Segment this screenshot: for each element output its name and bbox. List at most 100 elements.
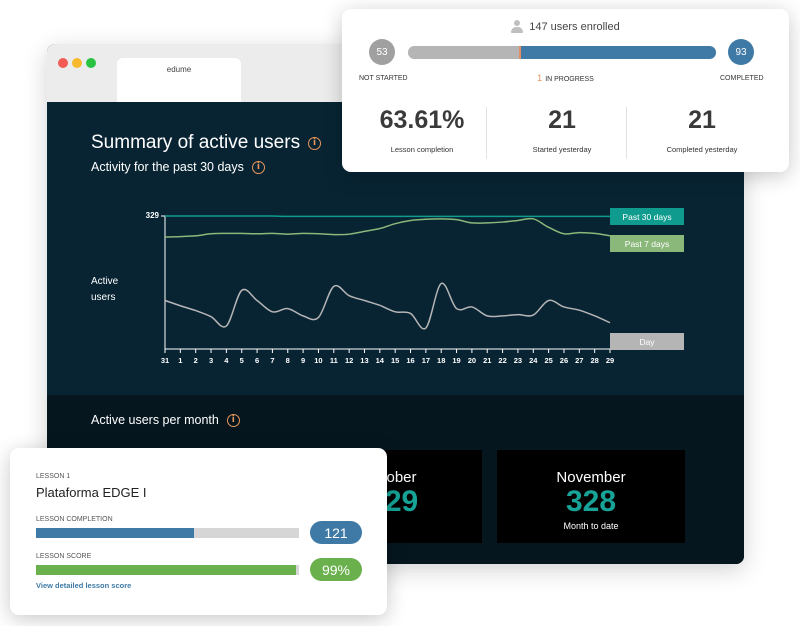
- month-card-november: November 328 Month to date: [497, 450, 685, 543]
- stat-divider: [626, 107, 627, 159]
- in-progress-segment: [519, 46, 522, 59]
- lesson-title: Plataforma EDGE I: [36, 485, 147, 500]
- activity-header: Activity for the past 30 days i: [91, 160, 265, 174]
- stat-label: Lesson completion: [390, 145, 454, 154]
- in-progress-label: IN PROGRESS: [545, 76, 594, 83]
- stat-lesson-completion: 63.61% Lesson completion: [352, 106, 492, 154]
- lesson-card: LESSON 1 Plataforma EDGE I LESSON COMPLE…: [10, 448, 387, 615]
- month-name: November: [556, 469, 626, 486]
- legend-day-box: [610, 333, 684, 350]
- info-icon[interactable]: i: [308, 136, 322, 150]
- maximize-window-button[interactable]: [86, 58, 96, 68]
- legend-past-30-days-box: [610, 208, 684, 225]
- series-line-day: [164, 282, 611, 330]
- enrolled-count: 147 users enrolled: [529, 20, 620, 33]
- completed-count: 93: [728, 39, 754, 65]
- x-tick-label: 13: [360, 356, 368, 365]
- legend-past-7-days-box: [610, 235, 684, 252]
- per-month-header: Active users per month i: [91, 413, 240, 427]
- lesson-score-fill: [36, 565, 297, 575]
- x-tick-label: 3: [209, 356, 213, 365]
- enrollment-card: 147 users enrolled 53 93 NOT STARTED 1 IN…: [342, 9, 789, 172]
- lesson-kicker: LESSON 1: [36, 473, 71, 480]
- in-progress-label-row: 1 IN PROGRESS: [342, 73, 789, 83]
- legend-past-30-days[interactable]: Past 30 days: [610, 208, 684, 225]
- x-tick-label: 12: [345, 356, 353, 365]
- x-tick-label: 11: [330, 356, 338, 365]
- lesson-completion-bar: [36, 528, 299, 538]
- lesson-completion-value: 121: [310, 521, 362, 544]
- month-name: ober: [386, 469, 417, 486]
- info-icon[interactable]: i: [226, 413, 240, 427]
- x-tick-label: 16: [406, 356, 414, 365]
- info-icon[interactable]: i: [251, 160, 265, 174]
- completed-segment: [521, 46, 716, 59]
- x-tick-label: 17: [422, 356, 430, 365]
- y-axis-label-line2: users: [91, 292, 115, 303]
- x-tick-label: 8: [286, 356, 290, 365]
- not-started-label: NOT STARTED: [359, 75, 408, 82]
- activity-line-chart: Active users 329 31 1 2 3 4 5 6 7 8 9 10 11 12 13 14 15…: [91, 208, 684, 365]
- x-tick-label: 27: [575, 356, 583, 365]
- view-lesson-score-link[interactable]: View detailed lesson score: [36, 581, 132, 590]
- stat-value: 21: [688, 106, 716, 134]
- per-month-title: Active users per month: [91, 413, 219, 427]
- completed-label: COMPLETED: [720, 75, 764, 82]
- x-tick-label: 2: [194, 356, 198, 365]
- lesson-score-label: LESSON SCORE: [36, 553, 92, 560]
- lesson-score-bar: [36, 565, 299, 575]
- legend-day-label: Day: [639, 337, 655, 347]
- month-value: 29: [384, 485, 419, 518]
- browser-tab[interactable]: edume: [117, 58, 241, 102]
- summary-title: Summary of active users: [91, 132, 301, 153]
- stat-value: 63.61%: [379, 106, 465, 134]
- x-tick-label: 15: [391, 356, 399, 365]
- lesson-completion-label: LESSON COMPLETION: [36, 516, 113, 523]
- x-tick-label: 20: [468, 356, 476, 365]
- legend-past-7-days[interactable]: Past 7 days: [610, 235, 684, 252]
- x-tick-label: 9: [301, 356, 305, 365]
- series-line-past-7-days: [164, 217, 611, 238]
- legend-past-30-days-label: Past 30 days: [622, 212, 671, 222]
- activity-subtitle: Activity for the past 30 days: [91, 160, 244, 174]
- legend-day[interactable]: Day: [610, 333, 684, 350]
- stat-label: Started yesterday: [532, 145, 592, 154]
- enrollment-progress-bar: [408, 46, 716, 59]
- not-started-segment: [408, 46, 520, 59]
- x-tick-label: 31: [161, 356, 169, 365]
- close-window-button[interactable]: [58, 58, 68, 68]
- x-tick-label: 5: [240, 356, 244, 365]
- x-tick-label: 18: [437, 356, 445, 365]
- x-tick-label: 28: [590, 356, 598, 365]
- x-tick-label: 23: [514, 356, 522, 365]
- stat-divider: [486, 107, 487, 159]
- x-tick-label: 25: [544, 356, 552, 365]
- stat-completed-yesterday: 21 Completed yesterday: [632, 106, 772, 154]
- x-tick-label: 14: [376, 356, 385, 365]
- x-tick-label: 22: [498, 356, 506, 365]
- user-icon: [511, 20, 524, 33]
- legend-past-7-days-label: Past 7 days: [625, 239, 669, 249]
- x-tick-label: 26: [560, 356, 568, 365]
- minimize-window-button[interactable]: [72, 58, 82, 68]
- y-axis-label-line1: Active: [91, 276, 119, 287]
- x-tick-label: 19: [452, 356, 460, 365]
- y-max-tick-label: 329: [146, 211, 160, 220]
- lesson-score-value: 99%: [310, 558, 362, 581]
- month-value: 328: [565, 485, 617, 518]
- x-tick-label: 10: [314, 356, 322, 365]
- x-tick-label: 6: [255, 356, 259, 365]
- lesson-completion-fill: [36, 528, 194, 538]
- stat-label: Completed yesterday: [666, 145, 738, 154]
- summary-header: Summary of active users i: [91, 132, 322, 154]
- x-tick-label: 24: [529, 356, 538, 365]
- x-tick-label: 21: [483, 356, 491, 365]
- x-tick-label: 1: [178, 356, 182, 365]
- not-started-count: 53: [369, 39, 395, 65]
- x-tick-label: 4: [224, 356, 229, 365]
- month-note: Month to date: [563, 521, 619, 531]
- x-tick-label: 29: [606, 356, 614, 365]
- stat-started-yesterday: 21 Started yesterday: [492, 106, 632, 154]
- stat-value: 21: [548, 106, 576, 134]
- in-progress-count: 1: [537, 73, 543, 83]
